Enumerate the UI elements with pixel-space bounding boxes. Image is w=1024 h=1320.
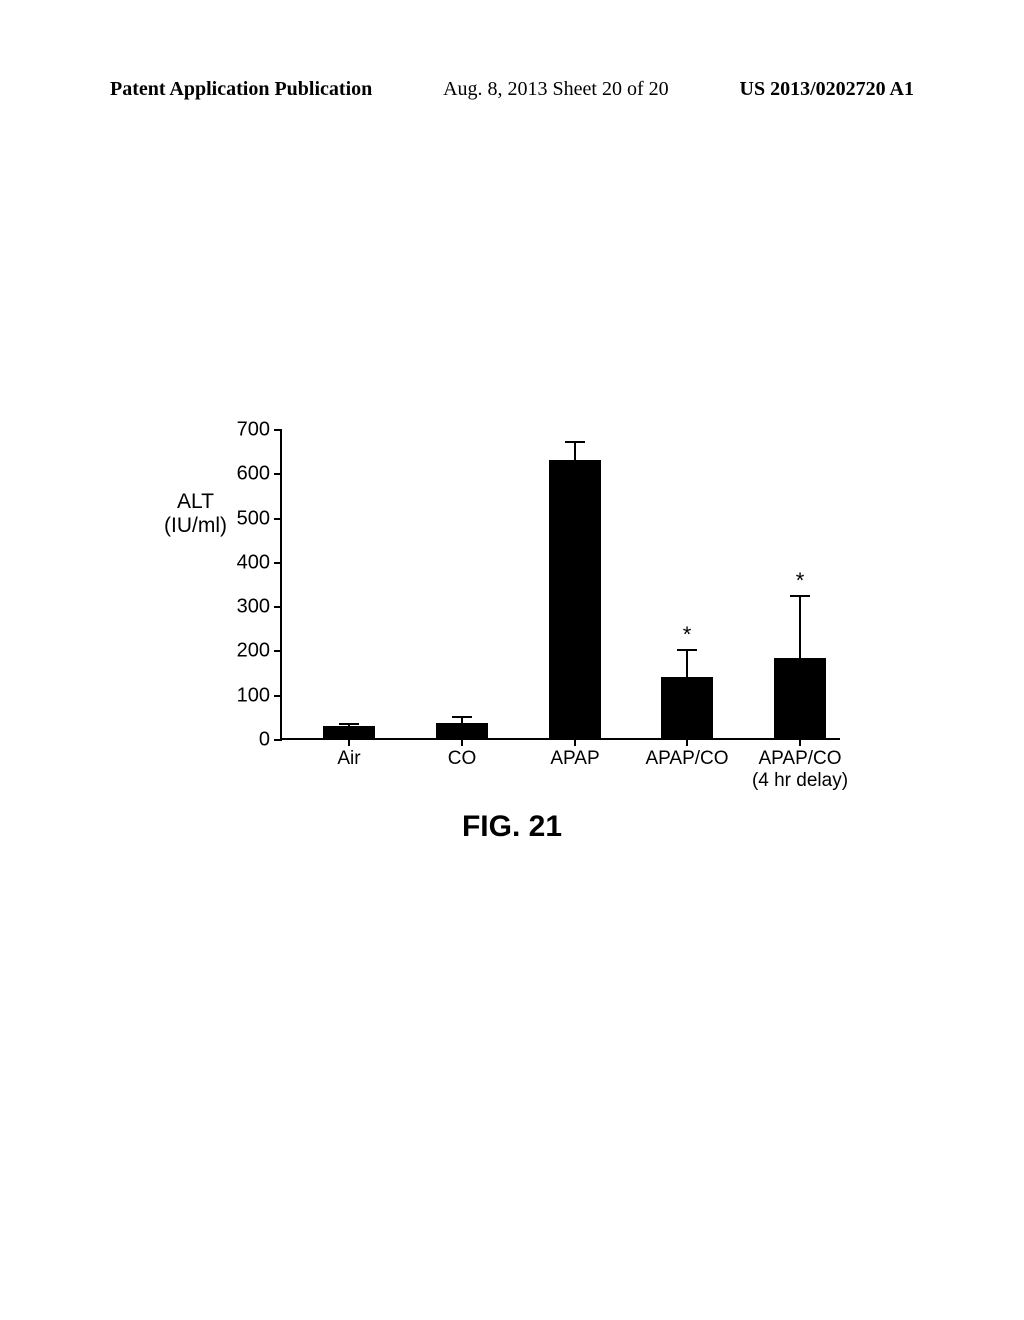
plot-area: 0100200300400500600700AirCOAPAP*APAP/CO*… <box>280 430 840 740</box>
x-tick-label-line2: (4 hr delay) <box>752 770 848 792</box>
x-tick-label: APAP/CO(4 hr delay) <box>752 748 848 792</box>
x-tick-label-line1: Air <box>337 748 360 770</box>
header-date-sheet: Aug. 8, 2013 Sheet 20 of 20 <box>443 78 669 101</box>
figure-label: FIG. 21 <box>0 810 1024 844</box>
bar-chart: ALT (IU/ml) 0100200300400500600700AirCOA… <box>170 420 870 820</box>
x-tick-label: APAP/CO <box>645 748 728 770</box>
error-cap <box>790 595 810 597</box>
y-tick <box>274 739 282 741</box>
y-tick-label: 100 <box>237 684 270 707</box>
bar <box>774 658 826 738</box>
bar <box>323 726 375 738</box>
x-tick-label: APAP <box>550 748 599 770</box>
significance-marker: * <box>796 568 805 594</box>
x-tick <box>799 738 801 746</box>
bar <box>549 460 601 738</box>
y-tick-label: 200 <box>237 640 270 663</box>
error-bar <box>686 650 688 677</box>
y-tick <box>274 606 282 608</box>
y-axis-label-line1: ALT <box>164 490 227 514</box>
x-tick <box>461 738 463 746</box>
y-tick-label: 0 <box>259 729 270 752</box>
y-axis-label: ALT (IU/ml) <box>164 490 227 538</box>
error-cap <box>452 716 472 718</box>
x-tick-label-line1: APAP/CO <box>645 748 728 770</box>
y-tick <box>274 695 282 697</box>
x-tick-label-line1: CO <box>448 748 477 770</box>
error-cap <box>677 649 697 651</box>
y-tick-label: 700 <box>237 419 270 442</box>
x-tick <box>348 738 350 746</box>
y-tick-label: 500 <box>237 507 270 530</box>
y-tick <box>274 650 282 652</box>
y-tick-label: 300 <box>237 596 270 619</box>
bar <box>436 723 488 739</box>
y-tick <box>274 429 282 431</box>
x-tick-label-line1: APAP/CO <box>752 748 848 770</box>
x-tick-label: Air <box>337 748 360 770</box>
error-bar <box>574 442 576 460</box>
header-publication: Patent Application Publication <box>110 78 372 101</box>
x-tick <box>686 738 688 746</box>
y-tick-label: 400 <box>237 551 270 574</box>
error-bar <box>799 596 801 658</box>
y-tick <box>274 473 282 475</box>
page-header: Patent Application Publication Aug. 8, 2… <box>0 78 1024 101</box>
y-tick-label: 600 <box>237 463 270 486</box>
x-tick-label: CO <box>448 748 477 770</box>
y-tick <box>274 518 282 520</box>
y-axis-label-line2: (IU/ml) <box>164 514 227 538</box>
x-tick-label-line1: APAP <box>550 748 599 770</box>
error-cap <box>565 441 585 443</box>
significance-marker: * <box>683 622 692 648</box>
header-pub-number: US 2013/0202720 A1 <box>740 78 914 101</box>
bar <box>661 677 713 738</box>
y-tick <box>274 562 282 564</box>
x-tick <box>574 738 576 746</box>
error-cap <box>339 723 359 725</box>
